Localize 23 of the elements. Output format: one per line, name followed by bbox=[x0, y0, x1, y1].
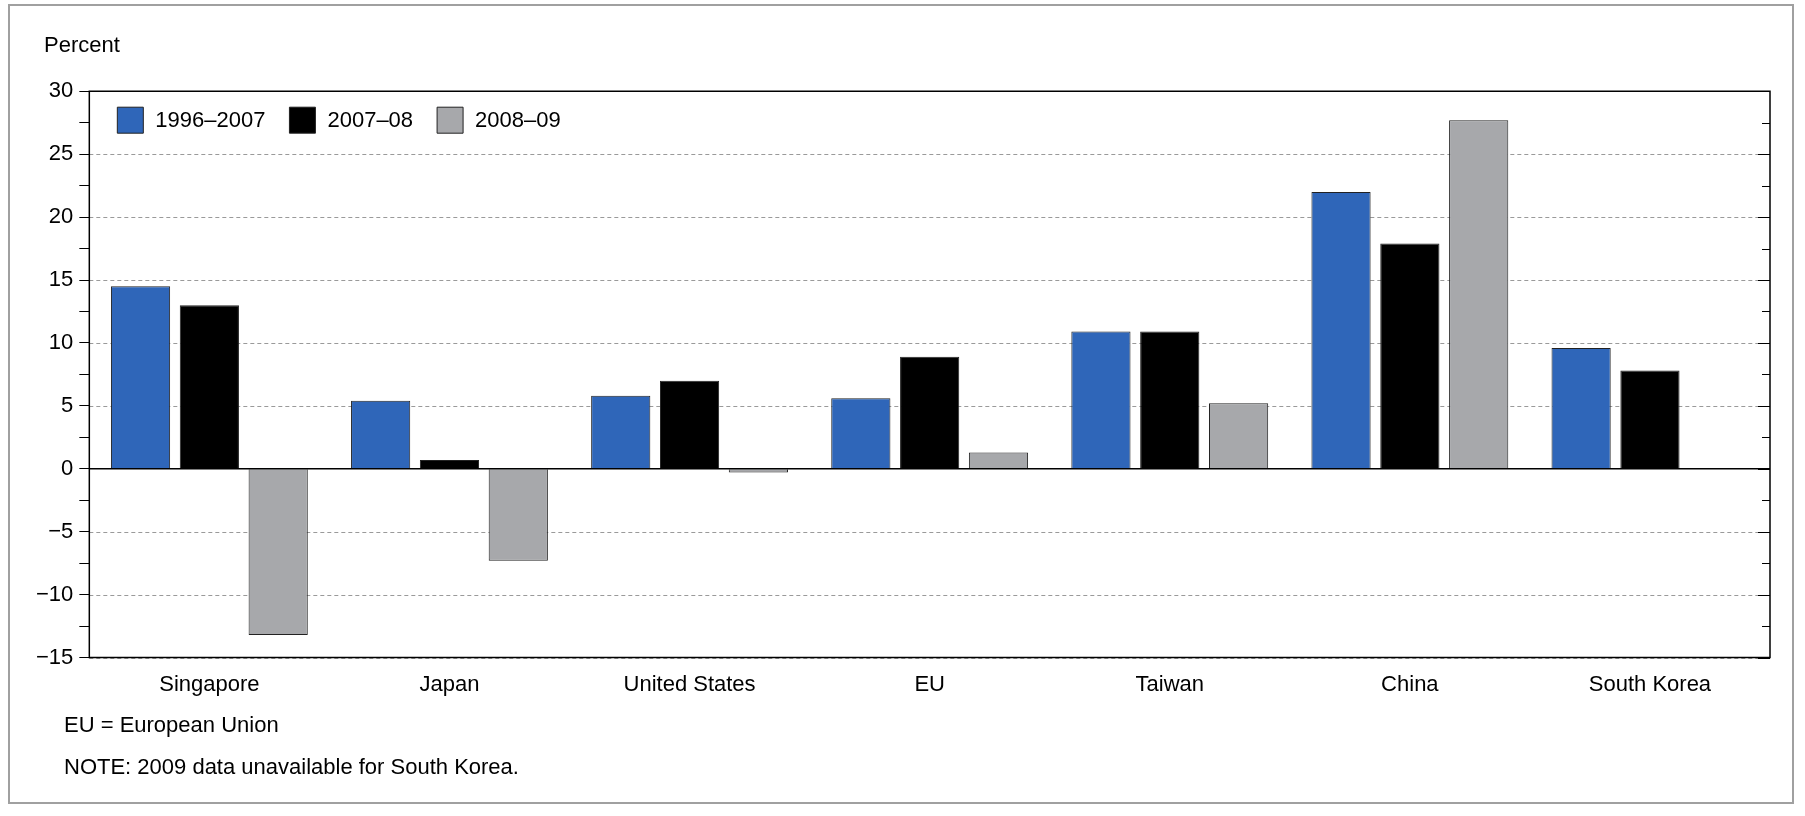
y-tick-label: 15 bbox=[48, 266, 74, 292]
y-tick-label: 0 bbox=[61, 454, 74, 480]
x-tick-label: EU bbox=[914, 670, 945, 696]
x-tick-label: South Korea bbox=[1588, 670, 1712, 696]
y-tick-label: −5 bbox=[48, 517, 74, 543]
y-tick-label: 20 bbox=[48, 203, 74, 229]
text: NOTE: 2009 data unavailable for South Korea. bbox=[64, 754, 519, 780]
y-tick-label: 30 bbox=[48, 77, 74, 103]
y-tick-label: 5 bbox=[61, 391, 74, 417]
legend-label: 2007–08 bbox=[327, 107, 414, 133]
y-axis-title: Percent bbox=[44, 32, 120, 58]
y-tick-label: 10 bbox=[48, 329, 74, 354]
legend-label: 2008–09 bbox=[475, 107, 561, 133]
x-tick-label: Japan bbox=[419, 670, 480, 696]
text: EU = European Union bbox=[64, 712, 279, 738]
x-tick-label: China bbox=[1381, 670, 1440, 696]
x-tick-label: Singapore bbox=[159, 670, 260, 696]
x-tick-label: Taiwan bbox=[1135, 670, 1204, 696]
legend-label: 1996–2007 bbox=[155, 107, 266, 133]
y-tick-label: −15 bbox=[35, 643, 74, 669]
x-tick-label: United States bbox=[623, 670, 756, 696]
y-tick-label: −10 bbox=[35, 580, 74, 606]
y-tick-label: 25 bbox=[48, 140, 74, 166]
